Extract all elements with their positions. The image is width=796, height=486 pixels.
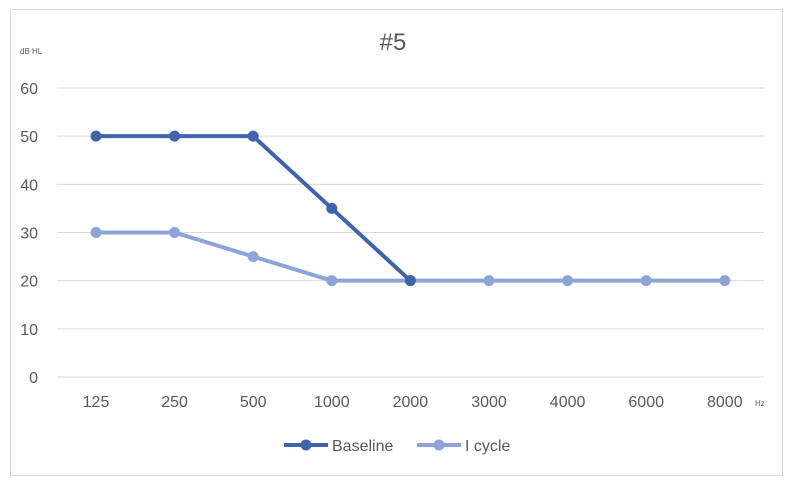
y-tick-label: 60 — [20, 81, 38, 98]
x-tick-label: 500 — [240, 394, 267, 411]
x-tick-label: 2000 — [393, 394, 429, 411]
legend: Baseline I cycle — [284, 438, 510, 455]
axis-labels: 0 10 20 30 40 50 60 125 250 500 1000 2000 3000 4000 60… — [20, 81, 742, 411]
data-point — [326, 275, 338, 287]
legend-marker — [300, 439, 312, 451]
legend-label: Baseline — [332, 438, 393, 455]
data-point — [247, 251, 259, 263]
x-tick-label: 4000 — [550, 394, 586, 411]
legend-label: I cycle — [465, 438, 510, 455]
data-point — [169, 227, 181, 238]
data-point — [562, 275, 574, 287]
x-axis-unit: Hz — [755, 399, 765, 408]
y-tick-label: 20 — [20, 274, 38, 291]
y-tick-label: 40 — [20, 177, 38, 194]
data-point — [719, 275, 731, 287]
y-tick-label: 30 — [20, 226, 38, 243]
y-tick-label: 10 — [20, 322, 38, 339]
data-point — [640, 275, 652, 287]
chart-title: #5 — [380, 29, 407, 56]
data-point — [326, 202, 338, 214]
y-axis-unit: dB HL — [20, 47, 43, 56]
x-tick-label: 6000 — [628, 394, 664, 411]
x-tick-label: 125 — [83, 394, 110, 411]
x-tick-label: 8000 — [707, 394, 743, 411]
series-layer — [90, 130, 731, 287]
chart-frame — [10, 9, 783, 476]
x-tick-label: 1000 — [314, 394, 350, 411]
data-point — [90, 227, 102, 238]
y-tick-label: 0 — [29, 370, 38, 387]
x-tick-label: 250 — [161, 394, 188, 411]
data-point — [404, 275, 416, 287]
data-point — [247, 130, 259, 142]
legend-marker — [433, 439, 445, 451]
data-point — [90, 130, 102, 142]
data-point — [483, 275, 495, 287]
y-tick-label: 50 — [20, 129, 38, 146]
x-tick-label: 3000 — [471, 394, 507, 411]
grid-layer — [57, 87, 764, 378]
series-baseline — [90, 130, 416, 287]
data-point — [169, 130, 181, 142]
series-line — [96, 230, 725, 283]
